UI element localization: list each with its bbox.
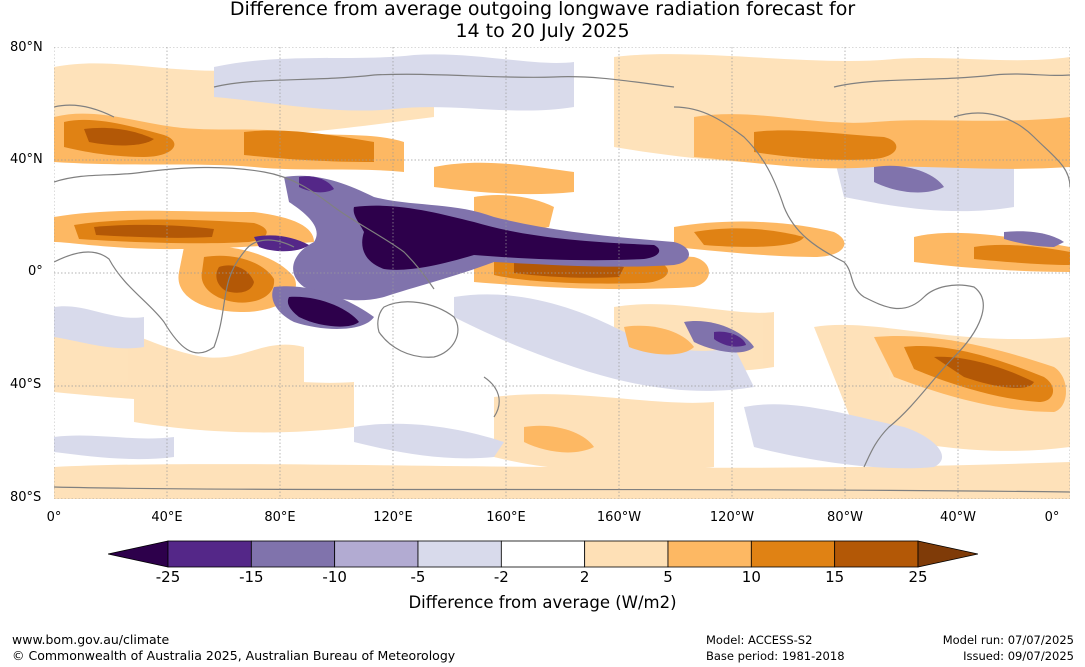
colorbar-segment bbox=[750, 540, 836, 568]
colorbar-tick-label: -10 bbox=[322, 568, 347, 586]
olr-anomaly-map bbox=[54, 47, 1070, 499]
anomaly-field-negative-extreme bbox=[254, 176, 746, 347]
colorbar-segment bbox=[167, 540, 252, 568]
colorbar bbox=[108, 540, 978, 568]
lon-label-0: 0° bbox=[46, 510, 62, 525]
chart-title-line-1: Difference from average outgoing longwav… bbox=[229, 0, 856, 20]
footer-url[interactable]: www.bom.gov.au/climate bbox=[12, 632, 170, 647]
lon-label-80w: 80°W bbox=[827, 510, 863, 525]
colorbar-tick-label: 2 bbox=[579, 568, 590, 586]
lon-label-160e: 160°E bbox=[486, 510, 526, 525]
footer-issued: Issued: 09/07/2025 bbox=[963, 649, 1074, 663]
colorbar-segment bbox=[500, 540, 586, 568]
colorbar-title: Difference from average (W/m2) bbox=[408, 593, 677, 612]
lon-label-0-end: 0° bbox=[1044, 510, 1060, 525]
colorbar-tick-label: -15 bbox=[239, 568, 264, 586]
lon-label-80e: 80°E bbox=[264, 510, 296, 525]
lat-label-80s: 80°S bbox=[10, 490, 42, 505]
lon-label-120e: 120°E bbox=[373, 510, 413, 525]
footer-model-run: Model run: 07/07/2025 bbox=[942, 633, 1074, 647]
lon-label-120w: 120°W bbox=[709, 510, 755, 525]
lat-label-80n: 80°N bbox=[10, 40, 43, 55]
lon-label-40w: 40°W bbox=[940, 510, 976, 525]
colorbar-tick-label: -5 bbox=[410, 568, 426, 586]
chart-title-line-2: 14 to 20 July 2025 bbox=[455, 20, 630, 42]
colorbar-extend-high bbox=[917, 540, 978, 568]
colorbar-tick-label: -2 bbox=[493, 568, 509, 586]
colorbar-tick-label: 25 bbox=[908, 568, 928, 586]
colorbar-extend-low bbox=[108, 540, 169, 568]
lat-label-40n: 40°N bbox=[10, 152, 43, 167]
colorbar-segment bbox=[667, 540, 752, 568]
colorbar-segment bbox=[334, 540, 419, 568]
graticule bbox=[54, 47, 1070, 499]
lat-label-0: 0° bbox=[28, 264, 43, 279]
footer-base-period: Base period: 1981-2018 bbox=[706, 649, 845, 663]
colorbar-segment bbox=[834, 540, 919, 568]
colorbar-tick-label: 15 bbox=[825, 568, 845, 586]
colorbar-segment bbox=[584, 540, 669, 568]
colorbar-tick-label: -25 bbox=[155, 568, 181, 586]
colorbar-segment bbox=[417, 540, 502, 568]
lon-label-40e: 40°E bbox=[151, 510, 183, 525]
footer-copyright: © Commonwealth of Australia 2025, Austra… bbox=[12, 648, 456, 663]
coastlines bbox=[54, 73, 1070, 493]
lon-label-160w: 160°W bbox=[596, 510, 642, 525]
colorbar-segment bbox=[250, 540, 336, 568]
colorbar-tick-label: 10 bbox=[741, 568, 761, 586]
footer-model: Model: ACCESS-S2 bbox=[706, 633, 813, 647]
lat-label-40s: 40°S bbox=[10, 377, 42, 392]
colorbar-tick-label: 5 bbox=[663, 568, 673, 586]
